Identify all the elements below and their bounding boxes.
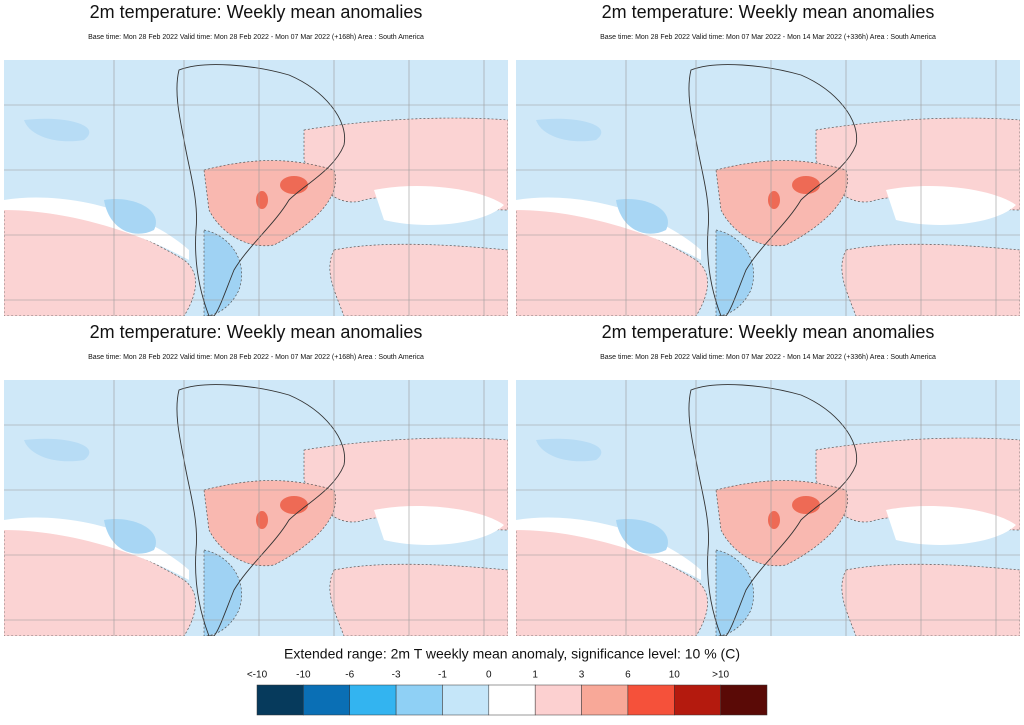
legend-swatch (720, 684, 768, 716)
map (516, 60, 1020, 316)
legend-swatch (627, 684, 675, 716)
legend-label: -10 (296, 670, 311, 681)
legend-label: 0 (486, 670, 492, 681)
panel-subtitle: Base time: Mon 28 Feb 2022 Valid time: M… (600, 34, 936, 41)
map (4, 380, 508, 636)
legend-swatch (256, 684, 304, 716)
legend-label: -6 (345, 670, 354, 681)
legend-swatch (395, 684, 443, 716)
legend-swatch (303, 684, 350, 716)
map (516, 380, 1020, 636)
panel-title: 2m temperature: Weekly mean anomalies (602, 2, 935, 22)
legend-label: 1 (532, 670, 538, 681)
legend-swatch (581, 684, 629, 716)
legend-label: 10 (669, 670, 681, 681)
panel-title: 2m temperature: Weekly mean anomalies (90, 2, 423, 22)
panel-title: 2m temperature: Weekly mean anomalies (602, 322, 935, 342)
legend-label: 3 (579, 670, 585, 681)
legend-label: >10 (712, 670, 729, 681)
legend-title: Extended range: 2m T weekly mean anomaly… (284, 646, 740, 662)
panel-title: 2m temperature: Weekly mean anomalies (90, 322, 423, 342)
legend-swatch (349, 684, 397, 716)
panel-subtitle: Base time: Mon 28 Feb 2022 Valid time: M… (600, 354, 936, 361)
legend-swatch (674, 684, 721, 716)
legend-label: -3 (392, 670, 401, 681)
legend-label: <-10 (247, 670, 268, 681)
map (4, 60, 508, 316)
legend-swatch (442, 684, 490, 716)
legend-label: -1 (438, 670, 447, 681)
legend-label: 6 (625, 670, 631, 681)
legend-swatch (534, 684, 582, 716)
panel-subtitle: Base time: Mon 28 Feb 2022 Valid time: M… (88, 34, 424, 41)
panel-subtitle: Base time: Mon 28 Feb 2022 Valid time: M… (88, 354, 424, 361)
legend-swatch (488, 684, 536, 716)
